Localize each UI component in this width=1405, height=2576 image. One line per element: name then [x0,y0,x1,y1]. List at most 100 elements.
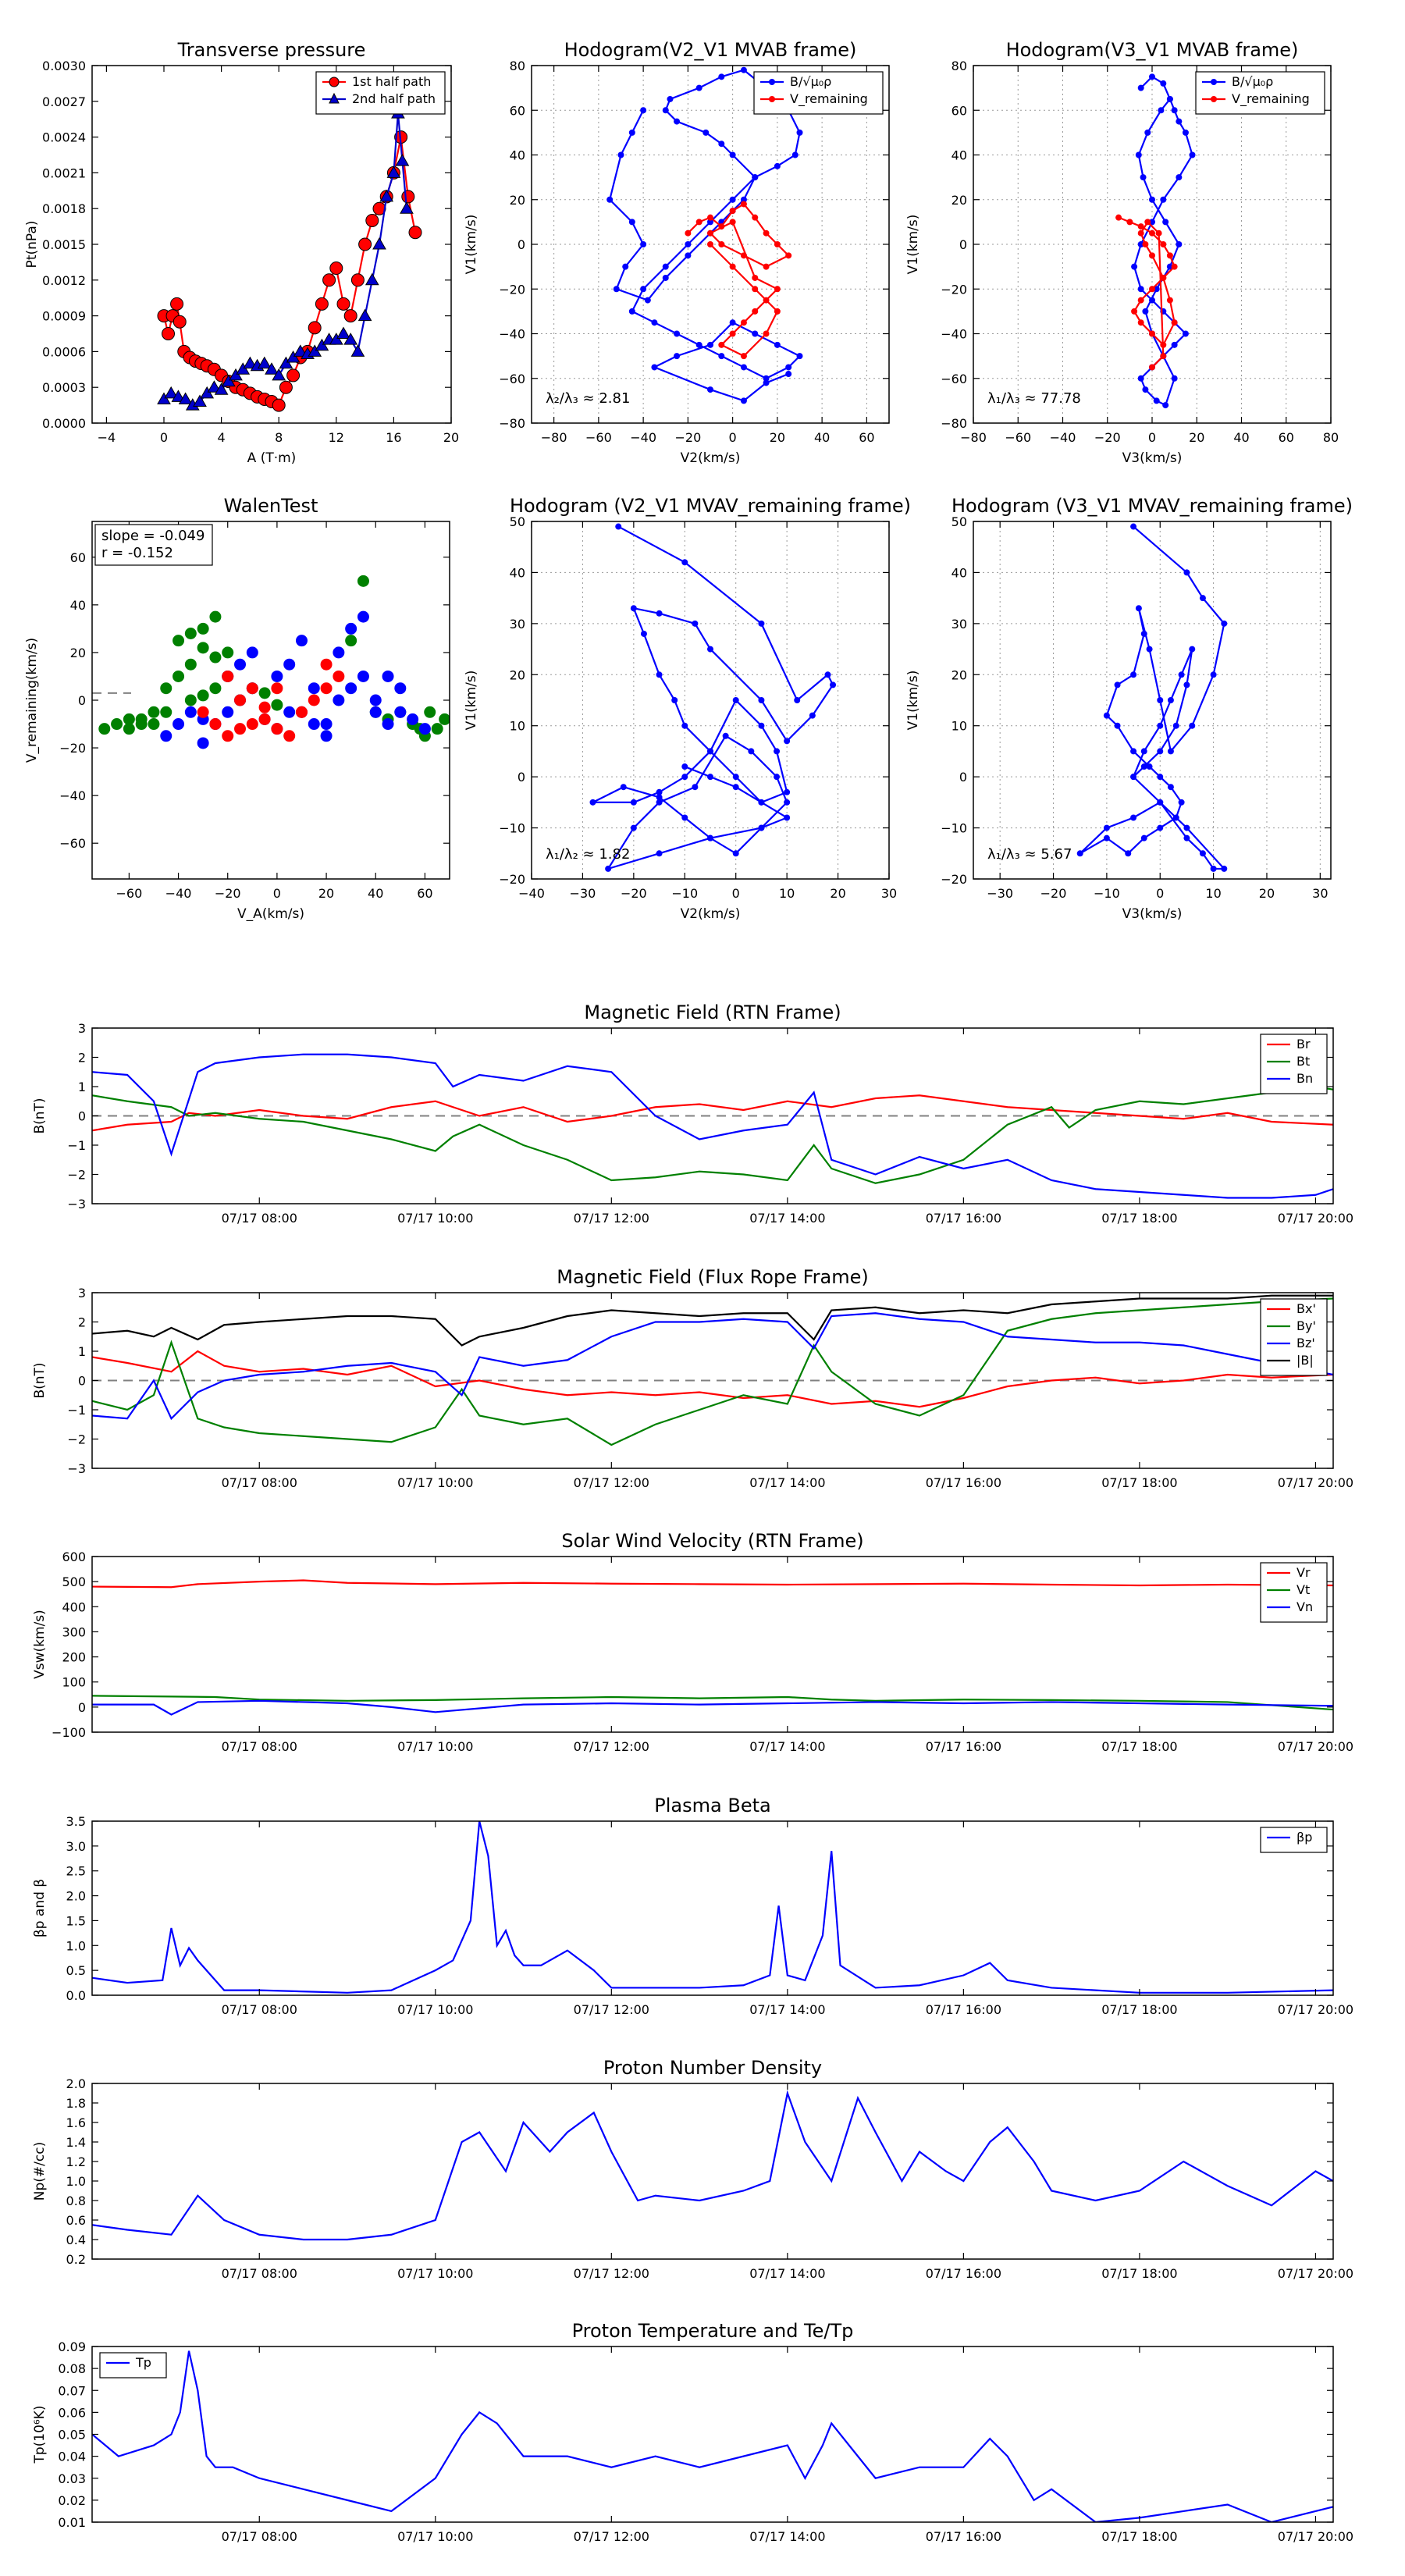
hodo2-point [1176,241,1183,247]
hodo2-point [1149,73,1155,80]
hodo4-point [1103,834,1110,841]
beta-xtick-label: 07/17 18:00 [1101,2002,1177,2017]
walen-point [209,682,222,695]
hodo4-point [1178,671,1185,678]
walen-point [98,723,111,735]
mag-fr-xtick-label: 07/17 18:00 [1101,1475,1177,1490]
tp-point [372,237,386,250]
hodo2-ytick-label: 80 [951,59,967,73]
tp-point [243,356,258,369]
hodo1-ytick-label: −80 [499,416,525,431]
walen-point [357,575,369,587]
walen-point [369,706,382,718]
hodo2-point [1137,229,1144,237]
mag-fr-title: Magnetic Field (Flux Rope Frame) [557,1266,868,1288]
hodo4-point [1183,824,1190,831]
hodo3-ytick-label: −20 [499,872,525,887]
hodo4-ytick-label: 20 [951,667,967,682]
tp-xtick-label: 4 [218,430,226,445]
hodo1-point [774,341,781,348]
hodo1-point [740,364,747,371]
hodo1-series-0-line [608,69,802,402]
np-axes [91,2083,1334,2260]
mag-fr-series-3-line [92,1294,1333,1347]
hodo1-point [695,84,702,91]
hodo3-point [620,784,627,791]
tp-point [343,309,357,323]
mag-rtn-ytick-label: −2 [67,1168,86,1183]
hodo4-point [1199,850,1206,857]
hodo3-point [758,620,765,627]
hodo3-point [681,763,688,770]
walen-point [173,670,185,682]
hodo3-xtick-label: 30 [881,886,897,901]
hodo3-ytick-label: −10 [499,821,525,836]
hodo1-legend-label: V_remaining [790,91,868,107]
beta-xtick-label: 07/17 12:00 [574,2002,649,2017]
tp-xtick-label: 0 [160,430,168,445]
beta-series-0-line [92,1821,1333,1994]
tp-point [315,338,329,351]
hodo3-ytick-label: 50 [510,514,525,529]
hodo4-ytick-label: −10 [941,821,967,836]
tp-temp-ytick-label: 0.06 [58,2405,86,2420]
walen-point [222,670,234,682]
vel-ytick-label: 300 [62,1624,86,1639]
beta-xtick-label: 07/17 20:00 [1278,2002,1353,2017]
hodo1-title: Hodogram(V2_V1 MVAB frame) [564,39,857,61]
hodo4-xtick-label: −10 [1094,886,1120,901]
tp-point [293,344,308,357]
tp-point [336,297,350,311]
walen-ytick-label: 40 [70,598,86,613]
hodo1-point [752,286,759,293]
mag-rtn-ylabel: B(nT) [32,1098,48,1133]
tp-series-0 [157,130,422,412]
beta-ytick-label: 1.5 [66,1913,86,1928]
walen-point [173,635,185,647]
walen-ytick-label: 60 [70,550,86,565]
beta-ylabel: βp and β [32,1879,48,1937]
hodo1-ytick-label: 20 [510,193,525,208]
hodo3-point [758,824,765,831]
tp-point [308,321,322,335]
vel-series-1-line [92,1695,1333,1711]
hodo3-point [830,681,837,688]
hodo2-point [1142,241,1149,247]
beta-ytick-label: 3.0 [66,1839,86,1854]
hodo4-point [1114,681,1121,688]
hodo3-point [774,748,781,755]
hodo4-ytick-label: 30 [951,617,967,632]
beta-xtick-label: 07/17 08:00 [222,2002,297,2017]
hodo1-xtick-label: −20 [674,430,701,445]
hodo2-point [1171,107,1178,114]
hodo4-xtick-label: −20 [1040,886,1067,901]
hodo1-point [718,141,725,148]
walen-point [394,706,407,718]
hodo2-legend-marker [1211,79,1217,85]
hodo1-point [763,375,770,382]
mag-fr-legend [1260,1298,1328,1376]
mag-fr-xtick-label: 07/17 14:00 [749,1475,825,1490]
hodo4-xtick-label: −30 [987,886,1013,901]
tp-ylabel: Pt(nPa) [24,221,40,269]
walen-point [246,718,258,731]
tp-point [207,380,222,393]
tp-point [322,273,336,287]
mag-fr-ytick-label: 2 [78,1315,86,1330]
walen-point [418,723,431,735]
hodo1-series-1 [685,201,792,360]
hodo2-title: Hodogram(V3_V1 MVAB frame) [1006,39,1299,61]
hodo1-point [729,219,736,226]
hodo2-xtick-label: −60 [1005,430,1031,445]
tp-temp-title: Proton Temperature and Te/Tp [572,2320,854,2342]
mag-fr-ytick-label: 0 [78,1374,86,1389]
hodo2-point [1137,286,1144,293]
tp-ytick-label: 0.0030 [42,59,86,73]
hodo4-point [1172,814,1179,821]
hodo3-xtick-label: −20 [621,886,647,901]
hodo1-point [707,241,713,247]
hodo1-point [606,196,614,203]
hodo2-point [1149,196,1155,203]
tp-ytick-label: 0.0018 [42,201,86,216]
tp-temp-ylabel: Tp(10⁶K) [32,2405,48,2464]
